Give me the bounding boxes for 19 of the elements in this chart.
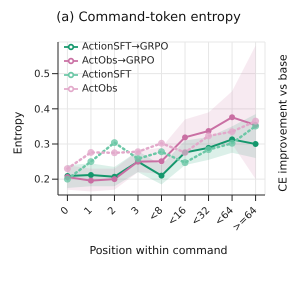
x-tick-label: 2 xyxy=(106,205,118,218)
x-tick-label: 1 xyxy=(82,205,95,218)
y-tick-label: 0.5 xyxy=(34,69,50,80)
x-tick-label: 0 xyxy=(59,205,72,218)
y-tick-label: 0.3 xyxy=(34,140,50,151)
legend-label: ActionSFT xyxy=(82,70,132,81)
legend-label: ActObs xyxy=(82,84,118,95)
legend-label: ActionSFT→GRPO xyxy=(82,42,168,53)
y-tick-label: 0.4 xyxy=(34,104,50,116)
x-tick-label: <32 xyxy=(190,205,212,228)
x-tick-label: 3 xyxy=(130,205,142,218)
y-axis-title: Entropy xyxy=(12,112,24,154)
chart-title: (a) Command-token entropy xyxy=(55,10,242,25)
y-tick-label: 0.2 xyxy=(34,174,50,186)
x-tick-label: <16 xyxy=(166,205,189,228)
x-tick-label: <8 xyxy=(147,205,166,224)
x-axis-title: Position within command xyxy=(88,244,229,257)
y2-axis-title: CE improvement vs base xyxy=(276,54,290,192)
legend-label: ActObs→GRPO xyxy=(82,56,154,67)
